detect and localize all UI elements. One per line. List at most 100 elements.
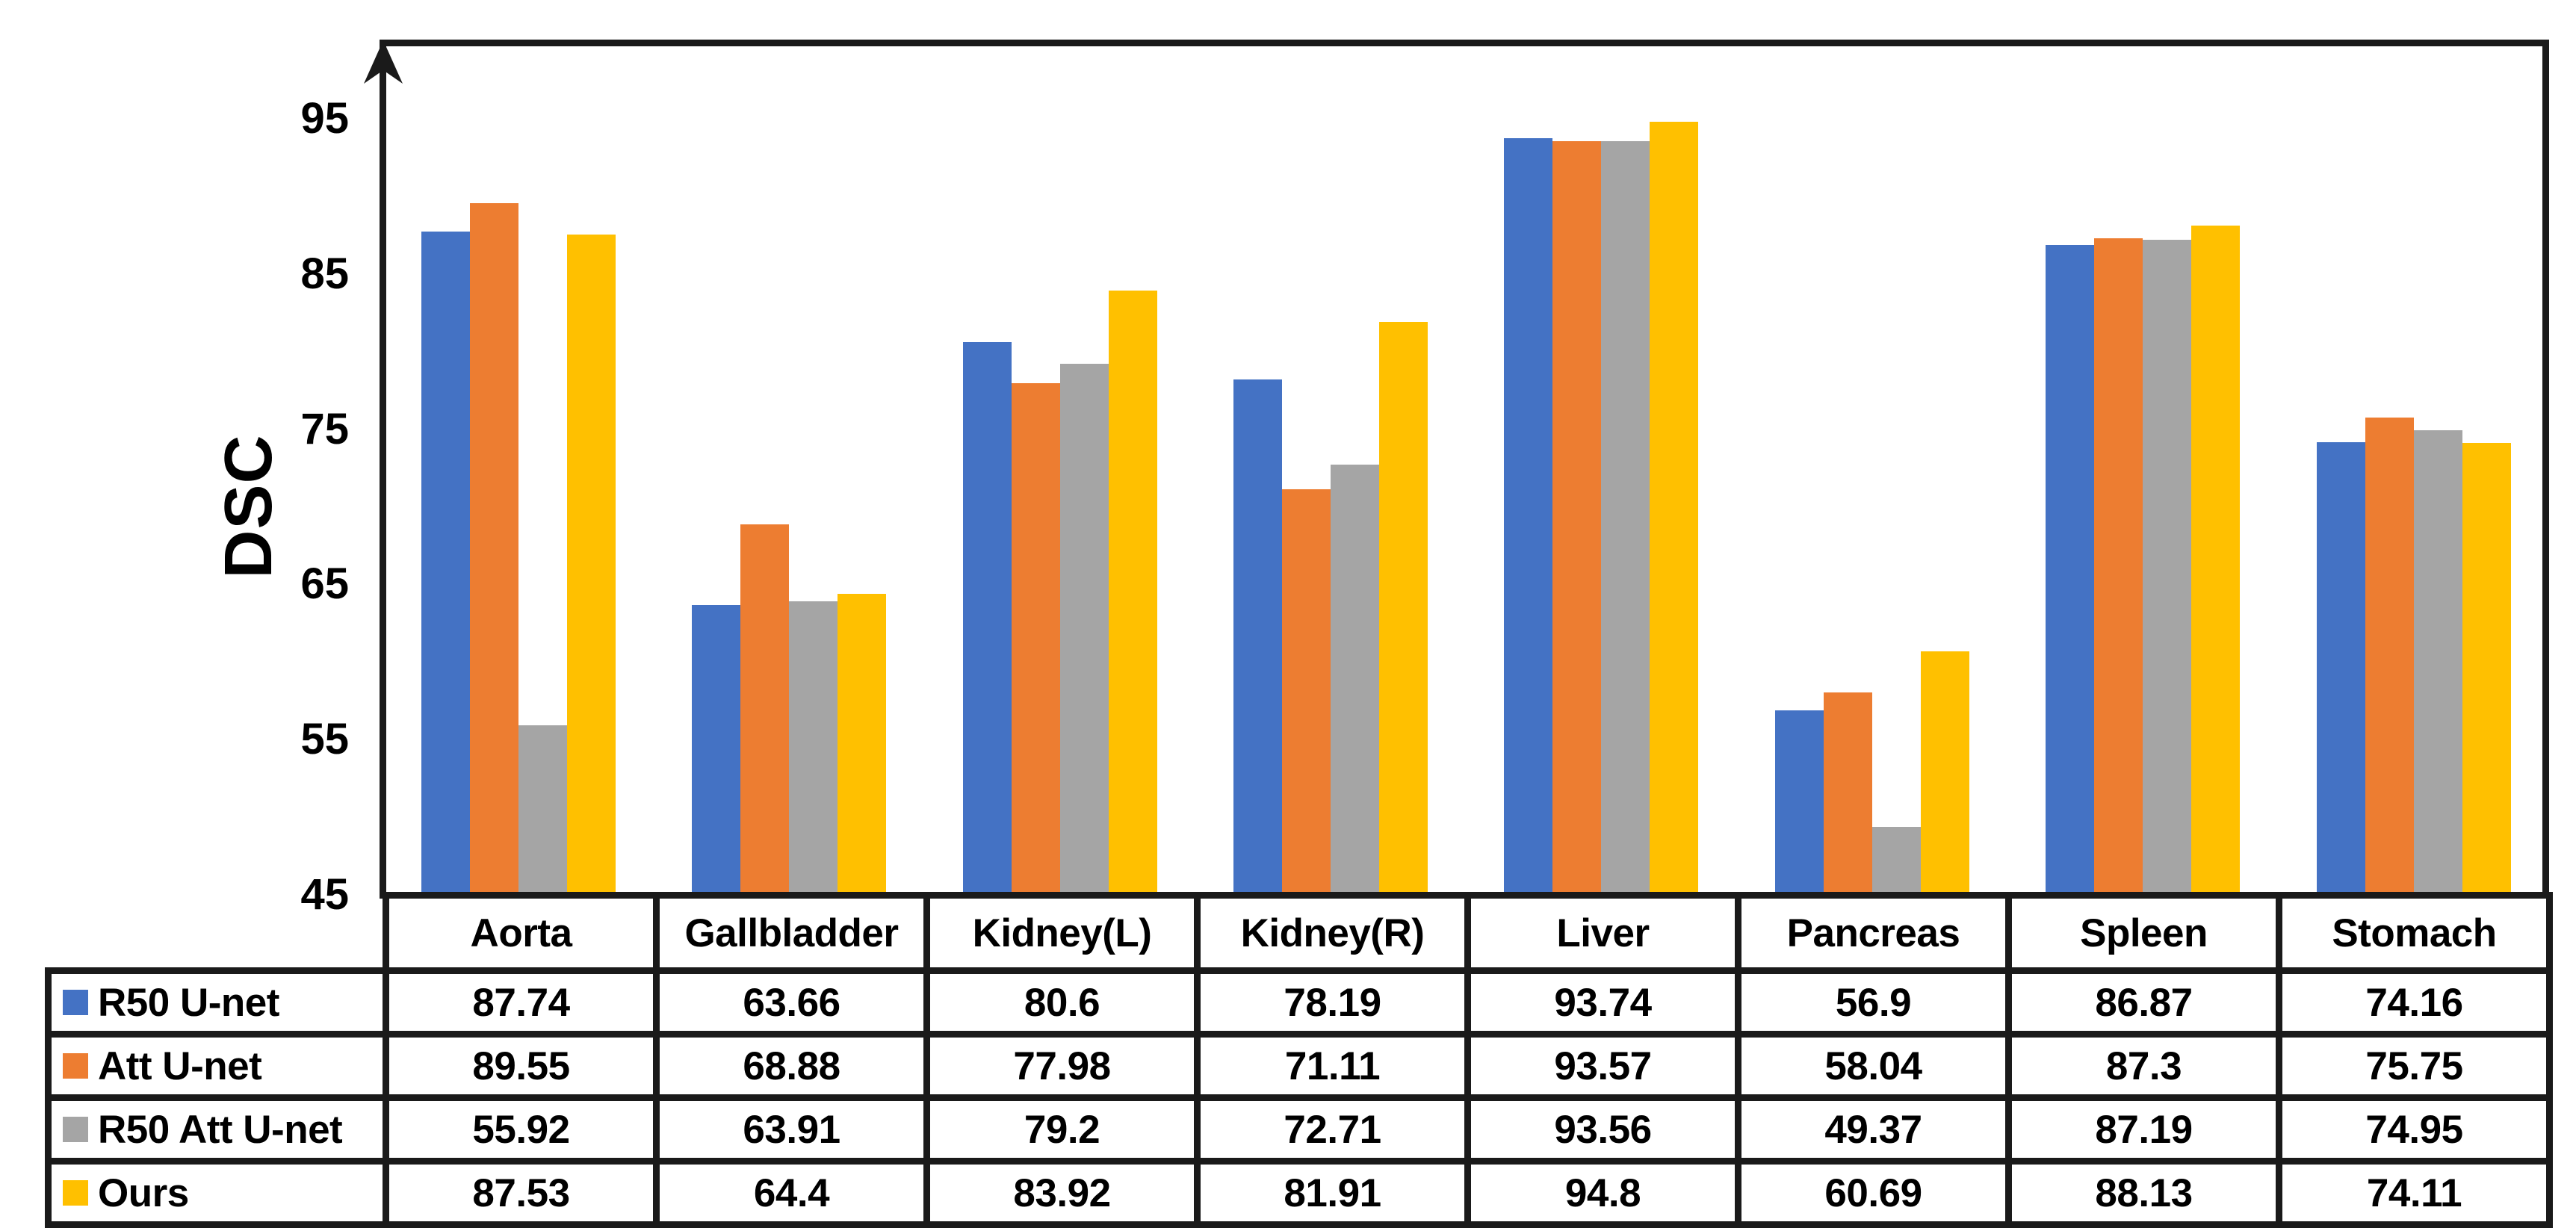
bar: [469, 203, 518, 895]
category-header-cell: Kidney(R): [1194, 892, 1471, 974]
y-tick-label: 55: [300, 715, 349, 764]
category-header-cell: Spleen: [2005, 892, 2282, 974]
bar: [1059, 364, 1109, 895]
bar: [1871, 827, 1921, 895]
legend-swatch-icon: [63, 990, 88, 1015]
value-cell: 64.4: [653, 1158, 930, 1228]
y-tick-label: 65: [300, 559, 349, 609]
plot-top-border: [380, 40, 2549, 46]
legend-header-spacer: [49, 896, 386, 971]
value-cell: 93.56: [1464, 1094, 1741, 1165]
bar: [837, 593, 887, 895]
value-cell: 93.57: [1464, 1031, 1741, 1101]
value-cell: 75.75: [2276, 1031, 2553, 1101]
value-cell: 83.92: [923, 1158, 1201, 1228]
value-cell: 87.19: [2005, 1094, 2282, 1165]
value-cell: 58.04: [1735, 1031, 2012, 1101]
category-header-cell: Pancreas: [1735, 892, 2012, 974]
bar: [2094, 238, 2143, 895]
y-axis-line: [380, 43, 386, 899]
legend-series-label: Att U-net: [98, 1044, 262, 1088]
value-cell: 81.91: [1194, 1158, 1471, 1228]
bar: [962, 342, 1012, 895]
bar: [518, 725, 567, 895]
bar: [789, 601, 838, 895]
y-tick-label: 95: [300, 93, 349, 143]
bar: [2191, 225, 2241, 895]
legend-cell: Ours: [45, 1158, 389, 1228]
bar: [740, 524, 790, 895]
bar: [1379, 321, 1428, 895]
value-cell: 71.11: [1194, 1031, 1471, 1101]
bar: [1233, 379, 1283, 895]
bar: [1331, 465, 1380, 895]
bar: [1601, 140, 1650, 895]
value-cell: 60.69: [1735, 1158, 2012, 1228]
value-cell: 55.92: [383, 1094, 660, 1165]
value-cell: 87.74: [383, 967, 660, 1038]
legend-series-label: Ours: [98, 1170, 189, 1215]
legend-series-label: R50 Att U-net: [98, 1107, 343, 1152]
category-header-cell: Aorta: [383, 892, 660, 974]
bar: [2365, 417, 2414, 895]
bar: [2143, 240, 2192, 895]
value-cell: 89.55: [383, 1031, 660, 1101]
bar: [1504, 138, 1553, 895]
bar: [1920, 651, 1969, 895]
legend-swatch-icon: [63, 1117, 88, 1142]
category-header-cell: Stomach: [2276, 892, 2553, 974]
value-cell: 74.16: [2276, 967, 2553, 1038]
bar: [2462, 443, 2511, 895]
y-tick-label: 85: [300, 249, 349, 298]
value-cell: 87.53: [383, 1158, 660, 1228]
legend-cell: R50 Att U-net: [45, 1094, 389, 1165]
value-cell: 63.66: [653, 967, 930, 1038]
bar: [692, 605, 741, 895]
value-cell: 74.95: [2276, 1094, 2553, 1165]
category-header-cell: Kidney(L): [923, 892, 1201, 974]
plot-right-border: [2542, 40, 2549, 899]
table-row: R50 U-net 87.74 63.66 80.6 78.19 93.74 56.9 86.…: [45, 967, 2553, 1038]
value-cell: 49.37: [1735, 1094, 2012, 1165]
category-header-cell: Liver: [1464, 892, 1741, 974]
value-cell: 63.91: [653, 1094, 930, 1165]
table-row: R50 Att U-net 55.92 63.91 79.2 72.71 93.56 49.…: [45, 1094, 2553, 1165]
y-tick-label: 75: [300, 404, 349, 453]
bar: [1011, 382, 1060, 895]
value-cell: 93.74: [1464, 967, 1741, 1038]
legend-cell: R50 U-net: [45, 967, 389, 1038]
value-cell: 88.13: [2005, 1158, 2282, 1228]
bar: [421, 231, 470, 895]
bar: [2316, 442, 2365, 895]
data-table-with-legend: Aorta Gallbladder Kidney(L) Kidney(R) Liver P…: [45, 892, 2553, 1228]
bar: [2413, 430, 2462, 895]
value-cell: 80.6: [923, 967, 1201, 1038]
legend-series-label: R50 U-net: [98, 980, 279, 1025]
value-cell: 74.11: [2276, 1158, 2553, 1228]
y-tick-label: 45: [300, 870, 349, 919]
bar: [1650, 122, 1699, 895]
value-cell: 72.71: [1194, 1094, 1471, 1165]
value-cell: 79.2: [923, 1094, 1201, 1165]
legend-swatch-icon: [63, 1180, 88, 1206]
bar: [1552, 140, 1602, 895]
value-cell: 94.8: [1464, 1158, 1741, 1228]
bar: [1108, 291, 1157, 895]
legend-cell: Att U-net: [45, 1031, 389, 1101]
legend-swatch-icon: [63, 1053, 88, 1079]
value-cell: 68.88: [653, 1031, 930, 1101]
table-row: Ours 87.53 64.4 83.92 81.91 94.8 60.69 88.13 74.…: [45, 1158, 2553, 1228]
bar: [566, 235, 616, 895]
bar: [1282, 489, 1331, 895]
bar: [2046, 244, 2095, 895]
table-row: Att U-net 89.55 68.88 77.98 71.11 93.57 58.04 8…: [45, 1031, 2553, 1101]
bar: [1774, 710, 1824, 895]
value-cell: 87.3: [2005, 1031, 2282, 1101]
value-cell: 86.87: [2005, 967, 2282, 1038]
value-cell: 56.9: [1735, 967, 2012, 1038]
category-header-cell: Gallbladder: [653, 892, 930, 974]
bar: [1823, 692, 1872, 895]
value-cell: 78.19: [1194, 967, 1471, 1038]
value-cell: 77.98: [923, 1031, 1201, 1101]
